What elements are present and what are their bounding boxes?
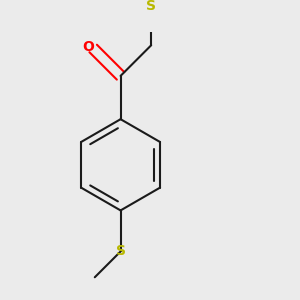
Text: O: O [82, 40, 94, 54]
Text: S: S [146, 0, 156, 14]
Text: S: S [116, 244, 126, 259]
